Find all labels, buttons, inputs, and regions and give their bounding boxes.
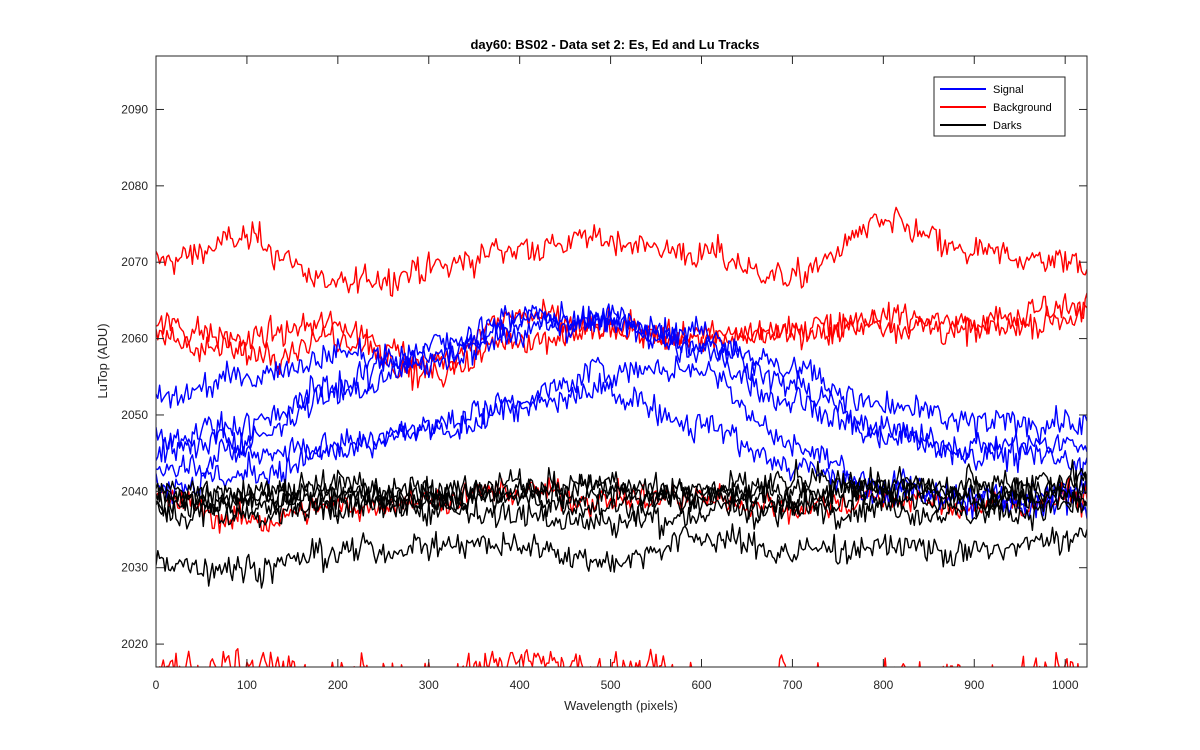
series-line-darks-10 bbox=[156, 523, 1087, 589]
x-tick-label: 900 bbox=[964, 678, 984, 692]
series-layer bbox=[156, 206, 1087, 667]
series-line-background-7 bbox=[156, 292, 1087, 379]
x-tick-label: 800 bbox=[873, 678, 893, 692]
series-line-signal-4 bbox=[156, 372, 1087, 520]
legend-label-signal: Signal bbox=[993, 84, 1024, 96]
series-line-darks-13 bbox=[156, 475, 1087, 528]
y-tick-label: 2030 bbox=[121, 561, 148, 575]
axes-box bbox=[155, 55, 1088, 668]
legend-label-darks: Darks bbox=[993, 120, 1022, 132]
chart-title: day60: BS02 - Data set 2: Es, Ed and Lu … bbox=[470, 37, 759, 52]
y-axis-label: LuTop (ADU) bbox=[95, 323, 110, 398]
x-tick-label: 1000 bbox=[1052, 678, 1079, 692]
series-line-darks-12 bbox=[156, 458, 1087, 514]
series-line-signal-0 bbox=[156, 309, 1087, 464]
legend: Signal Background Darks bbox=[933, 76, 1066, 137]
x-tick-label: 600 bbox=[691, 678, 711, 692]
y-tick-label: 2090 bbox=[121, 102, 148, 116]
x-tick-label: 400 bbox=[510, 678, 530, 692]
legend-label-background: Background bbox=[993, 102, 1052, 114]
x-tick-label: 0 bbox=[153, 678, 160, 692]
series-line-signal-2 bbox=[156, 301, 1087, 484]
x-tick-label: 100 bbox=[237, 678, 257, 692]
x-tick-label: 300 bbox=[419, 678, 439, 692]
y-tick-label: 2060 bbox=[121, 332, 148, 346]
series-line-background-5 bbox=[156, 206, 1087, 297]
y-tick-label: 2070 bbox=[121, 255, 148, 269]
y-tick-label: 2020 bbox=[121, 637, 148, 651]
plot-area bbox=[156, 56, 1087, 667]
y-tick-label: 2040 bbox=[121, 484, 148, 498]
series-line-signal-1 bbox=[156, 303, 1087, 466]
x-tick-label: 200 bbox=[328, 678, 348, 692]
y-tick-label: 2050 bbox=[121, 408, 148, 422]
series-line-darks-15 bbox=[156, 490, 1087, 540]
x-axis-label: Wavelength (pixels) bbox=[564, 698, 678, 713]
x-tick-label: 500 bbox=[601, 678, 621, 692]
tick-layer: 0 100 200 300 400 500 600 700 800 900 1000 2020 2030… bbox=[121, 56, 1087, 692]
x-tick-label: 700 bbox=[782, 678, 802, 692]
y-tick-label: 2080 bbox=[121, 179, 148, 193]
